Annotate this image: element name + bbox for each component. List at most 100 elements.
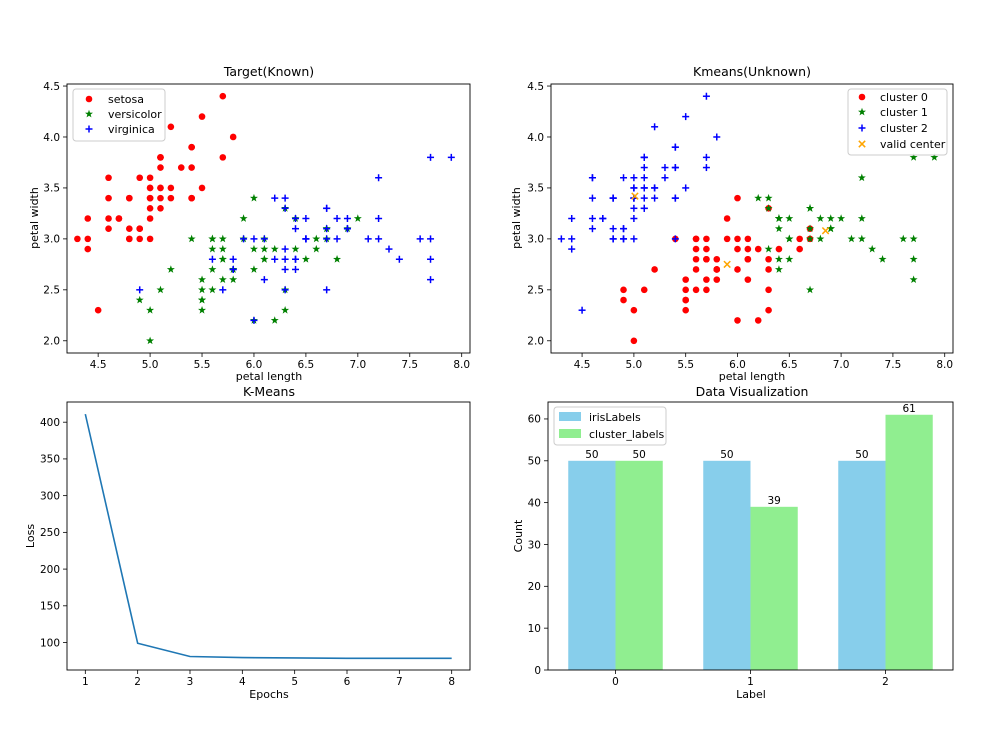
point-setosa: [167, 123, 175, 131]
point-versicolor: [312, 234, 321, 243]
point-cluster-0: [692, 286, 700, 294]
point-cluster-0: [692, 245, 700, 253]
y-tick-label: 3.0: [527, 234, 544, 246]
point-setosa: [198, 113, 206, 120]
x-tick-label: 6.5: [298, 359, 315, 371]
legend-frame: [847, 88, 948, 156]
point-setosa: [229, 133, 237, 141]
point-versicolor: [249, 244, 258, 253]
legend-label-cluster-2: cluster 2: [880, 122, 928, 135]
point-cluster-2: [588, 225, 596, 233]
point-virginica: [427, 255, 435, 263]
point-virginica: [250, 235, 258, 243]
point-cluster-2: [630, 174, 638, 182]
point-virginica: [375, 235, 383, 243]
y-tick-label: 2.5: [43, 285, 60, 297]
point-cluster-1: [868, 244, 877, 253]
legend-marker-cluster-0: [858, 93, 866, 101]
point-setosa: [167, 184, 175, 192]
bar-value-label: 50: [632, 449, 645, 461]
point-versicolor: [198, 275, 207, 284]
legend-frame: [72, 88, 166, 142]
legend-label-cluster-1: cluster 1: [880, 106, 928, 119]
point-cluster-1: [774, 224, 783, 233]
point-setosa: [188, 164, 195, 171]
point-cluster-0: [703, 286, 710, 294]
point-cluster-2: [568, 215, 576, 222]
legend-marker-valid-center: [858, 140, 866, 148]
point-virginica: [281, 265, 289, 273]
series-cluster-1: [754, 153, 939, 294]
point-virginica: [250, 316, 258, 324]
point-setosa: [188, 143, 195, 151]
point-setosa: [157, 205, 164, 212]
point-setosa: [219, 154, 227, 161]
point-virginica: [323, 225, 331, 233]
point-virginica: [281, 286, 289, 294]
y-tick-label: 100: [40, 637, 60, 649]
series-cluster-2: [557, 92, 721, 314]
kmeans-loss-panel: K-Means 1 2 3 4 5 6 7 8 100 150 200 250 300 350 400 Ep…: [24, 384, 471, 701]
point-cluster-1: [857, 214, 866, 222]
bar-value-label: 50: [720, 449, 733, 461]
point-cluster-1: [764, 204, 773, 212]
plot-area: [84, 413, 452, 660]
point-setosa: [74, 235, 81, 243]
point-cluster-1: [764, 244, 773, 253]
point-cluster-0: [734, 317, 741, 324]
x-tick-label: 6.5: [781, 359, 798, 371]
point-cluster-1: [899, 234, 908, 243]
point-setosa: [167, 194, 175, 202]
point-valid-center: [821, 226, 830, 235]
point-cluster-0: [703, 255, 710, 263]
kmeans-unknown-panel: Kmeans(Unknown) 4.5 5.0 5.5 6.0 6.5 7.0 7.5 8.0…: [510, 64, 954, 383]
point-cluster-0: [765, 255, 772, 263]
y-tick-label: 3.5: [527, 183, 544, 195]
x-tick-label: 4.5: [574, 359, 591, 371]
point-cluster-1: [774, 214, 783, 222]
bar-irislabels: [703, 460, 751, 670]
point-versicolor: [198, 306, 207, 314]
point-setosa: [126, 235, 133, 243]
point-cluster-2: [640, 204, 648, 212]
point-setosa: [136, 174, 144, 182]
point-versicolor: [198, 285, 207, 294]
bar-value-label: 39: [767, 495, 780, 507]
point-cluster-2: [713, 133, 721, 141]
x-tick-label: 8.0: [453, 359, 470, 371]
legend-marker-shape: [858, 107, 866, 116]
point-setosa: [146, 184, 154, 192]
point-virginica: [333, 215, 341, 222]
point-setosa: [157, 154, 164, 161]
legend-label-cluster-0: cluster 0: [880, 91, 928, 104]
point-versicolor: [291, 244, 300, 253]
y-tick-label: 4.0: [527, 132, 544, 144]
point-cluster-2: [702, 153, 710, 161]
point-virginica: [271, 255, 279, 263]
point-virginica: [427, 276, 435, 284]
chart-title: Data Visualization: [696, 384, 809, 399]
point-setosa: [105, 194, 112, 202]
point-virginica: [333, 235, 341, 243]
point-setosa: [219, 92, 227, 100]
point-cluster-2: [620, 174, 628, 182]
point-cluster-2: [682, 184, 690, 192]
point-versicolor: [208, 285, 217, 294]
point-cluster-1: [816, 234, 825, 243]
y-tick-label: 200: [40, 564, 60, 576]
point-setosa: [115, 215, 123, 222]
point-cluster-1: [774, 265, 783, 273]
x-tick-label: 7.0: [349, 359, 366, 371]
point-cluster-0: [630, 306, 638, 314]
series-versicolor: [135, 193, 362, 345]
point-versicolor: [146, 336, 155, 345]
point-versicolor: [301, 255, 310, 263]
x-tick-label: 7.5: [401, 359, 418, 371]
y-tick-label: 50: [528, 456, 541, 468]
loss-line: [84, 413, 452, 660]
point-cluster-0: [723, 235, 731, 243]
point-versicolor: [260, 244, 269, 253]
target-known-panel: Target(Known) 4.5 5.0 5.5 6.0 6.5 7.0 7.5 8.0 2.…: [28, 64, 471, 383]
